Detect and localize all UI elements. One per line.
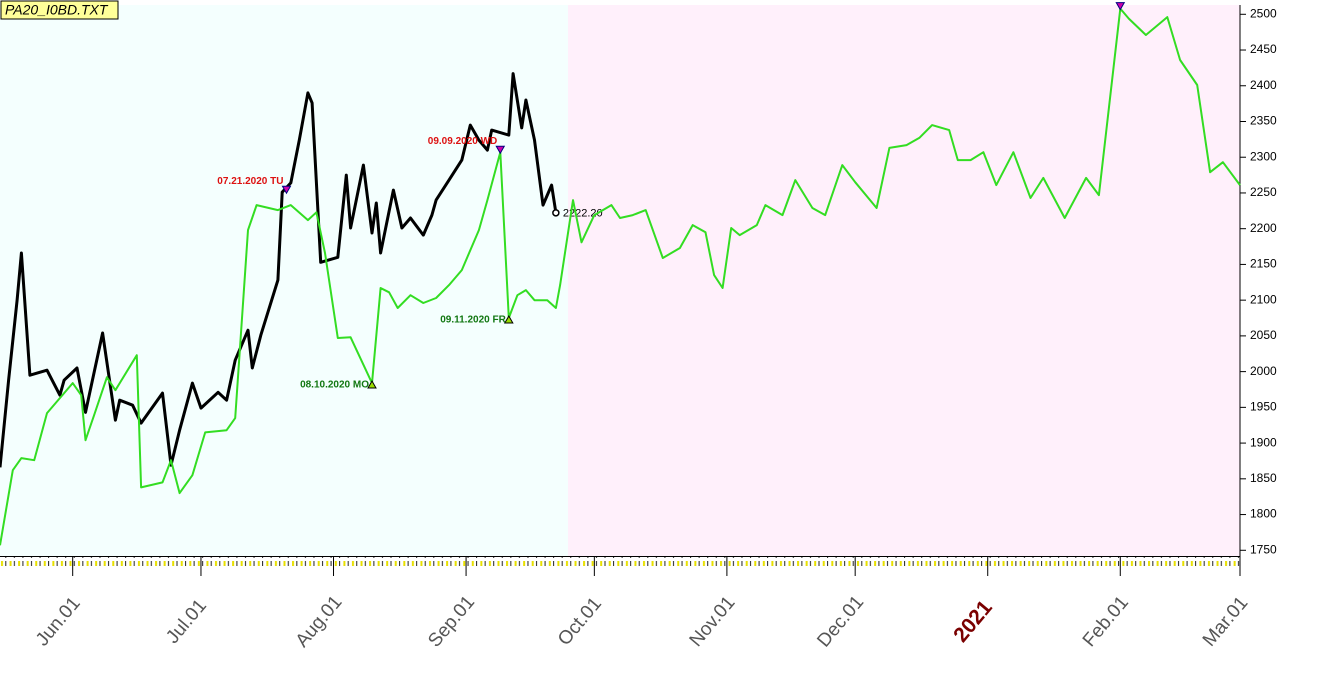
x-tick-label: Aug.01 (292, 592, 347, 652)
y-tick-label: 1800 (1250, 507, 1277, 521)
y-tick-label: 1750 (1250, 542, 1277, 556)
y-tick-label: 2250 (1250, 185, 1277, 199)
y-tick-label: 2400 (1250, 78, 1277, 92)
annotation: 02.01.2021 MO (1048, 0, 1117, 3)
y-tick-label: 2050 (1250, 328, 1277, 342)
y-tick-label: 2500 (1250, 6, 1277, 20)
x-tick-label: Sep.01 (424, 592, 479, 652)
x-tick-label: Dec.01 (813, 592, 868, 652)
annotation: 07.21.2020 TU (217, 176, 283, 187)
high-marker (495, 145, 506, 155)
x-tick-label: Jun.01 (32, 593, 85, 650)
forecast-region (568, 5, 1240, 556)
y-tick-label: 2350 (1250, 114, 1277, 128)
title-box (0, 0, 119, 20)
low-marker (367, 380, 377, 389)
chart-title: PA20_I0BD.TXT (5, 2, 109, 18)
high-marker (281, 185, 292, 195)
x-tick-label: Nov.01 (686, 592, 740, 651)
y-tick-label: 2200 (1250, 221, 1277, 235)
history-region (0, 5, 568, 556)
y-tick-label: 2450 (1250, 42, 1277, 56)
y-tick-label: 2100 (1250, 292, 1277, 306)
high-marker (1115, 2, 1126, 11)
x-tick-label: Jul.01 (162, 596, 211, 648)
y-tick-label: 1900 (1250, 435, 1277, 449)
series-line (0, 72, 558, 468)
annotation: 09.11.2020 FR (440, 315, 506, 326)
annotation: 09.09.2020 WD (428, 136, 498, 147)
x-tick-label: Feb.01 (1079, 592, 1133, 651)
last-value-marker (552, 209, 560, 217)
annotation: 08.10.2020 MO (300, 380, 369, 391)
x-tick-label: Oct.01 (554, 593, 606, 649)
y-tick-label: 2300 (1250, 149, 1277, 163)
y-tick-label: 2150 (1250, 257, 1277, 271)
y-tick-label: 1950 (1250, 400, 1277, 414)
day-tick-strip (0, 557, 1240, 566)
y-tick-label: 1850 (1250, 471, 1277, 485)
x-tick-label: 2021 (949, 596, 997, 647)
x-tick-label: Mar.01 (1199, 593, 1252, 651)
low-marker (503, 315, 514, 324)
y-tick-label: 2000 (1250, 364, 1277, 378)
series-line (0, 7, 1241, 546)
